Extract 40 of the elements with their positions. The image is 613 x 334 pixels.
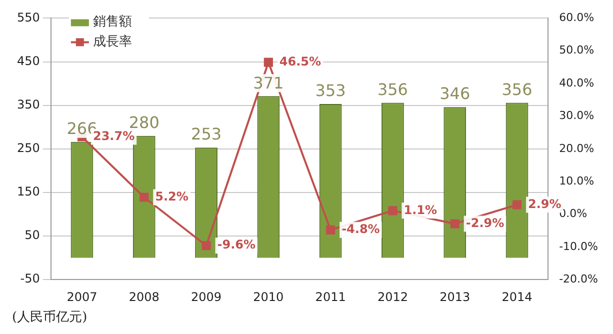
x-tick-label: 2008 xyxy=(128,290,160,304)
data-label: 346 xyxy=(440,84,470,104)
y-tick-label: -50 xyxy=(20,272,40,286)
x-tick-label: 2007 xyxy=(66,290,98,304)
legend-label: 銷售額 xyxy=(92,14,132,30)
x-tick-label: 2010 xyxy=(253,290,284,304)
legend-label: 成長率 xyxy=(92,34,132,50)
y-tick-label: 350 xyxy=(17,97,40,112)
y2-tick-label: 20.0% xyxy=(559,142,594,155)
x-tick-label: 2011 xyxy=(315,290,346,304)
data-label: -4.8% xyxy=(342,222,380,236)
data-label: 46.5% xyxy=(279,54,322,68)
y-tick-label: 550 xyxy=(17,10,40,24)
data-label: 356 xyxy=(377,80,408,99)
data-label: 356 xyxy=(502,80,532,99)
y2-tick-label: -20.0% xyxy=(559,272,598,286)
x-tick-label: 2014 xyxy=(502,290,532,304)
y2-tick-label: 10.0% xyxy=(559,174,594,188)
data-label: 253 xyxy=(191,124,222,144)
x-tick-label: 2009 xyxy=(191,290,222,304)
data-label: 2.9% xyxy=(528,196,562,211)
y2-tick-label: 40.0% xyxy=(559,76,594,90)
data-label: -9.6% xyxy=(217,238,256,252)
y-tick-label: 450 xyxy=(17,54,40,68)
y2-tick-label: 30.0% xyxy=(559,109,594,122)
data-label: 353 xyxy=(315,81,346,100)
y2-tick-label: 60.0% xyxy=(559,11,594,24)
y-tick-label: 250 xyxy=(17,141,40,156)
data-label: -2.9% xyxy=(466,216,504,230)
y2-tick-label: -10.0% xyxy=(559,240,598,253)
data-label: 5.2% xyxy=(155,189,188,204)
data-label: 371 xyxy=(253,73,284,92)
y-tick-label: 50 xyxy=(24,228,40,242)
y2-tick-label: 0.0% xyxy=(559,207,588,220)
x-tick-label: 2013 xyxy=(440,290,470,304)
data-label: 1.1% xyxy=(404,202,437,217)
x-tick-label: 2012 xyxy=(377,290,408,304)
text: (人民币亿元) xyxy=(12,310,88,325)
y-tick-label: 150 xyxy=(17,184,40,199)
y2-tick-label: 50.0% xyxy=(559,44,594,57)
